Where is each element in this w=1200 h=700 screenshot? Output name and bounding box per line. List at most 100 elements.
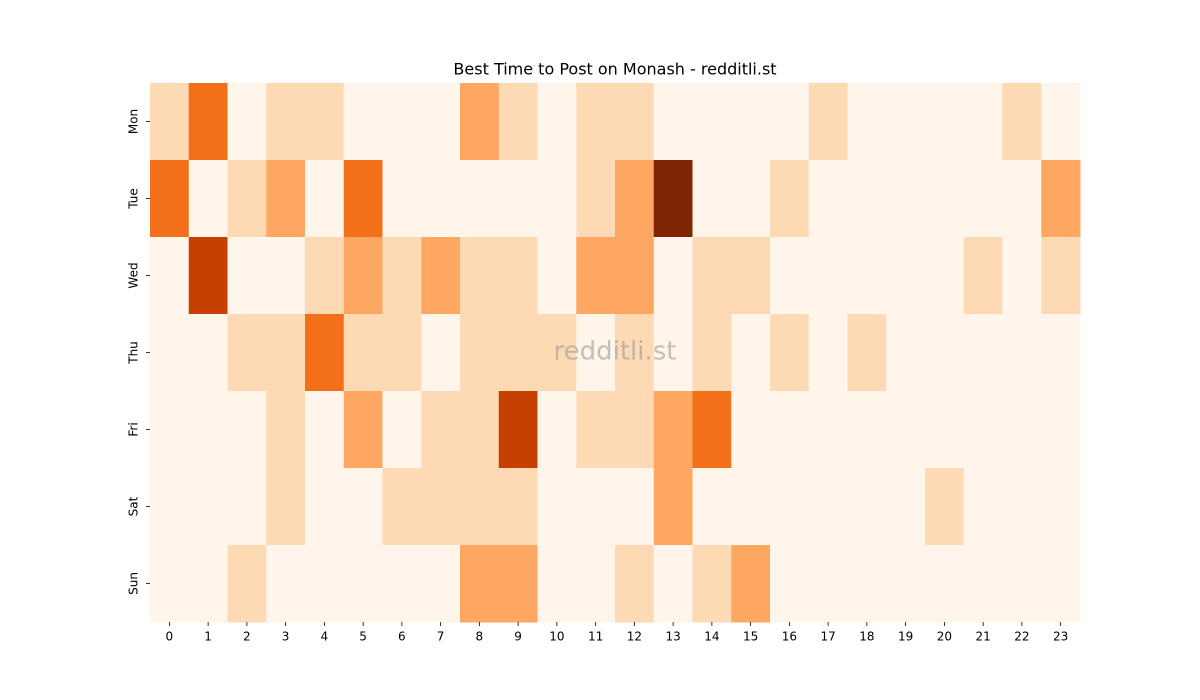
heat-cell (266, 391, 306, 469)
heat-cell (150, 237, 190, 315)
heat-cell (343, 237, 383, 315)
x-tick-label: 0 (166, 630, 174, 644)
heat-cell (421, 83, 461, 161)
heat-cell (382, 468, 422, 546)
heat-cell (421, 160, 461, 238)
x-tick-label: 11 (588, 630, 603, 644)
y-tick-label: Tue (127, 188, 141, 210)
heat-cell (421, 314, 461, 392)
heat-cell (382, 237, 422, 315)
heat-cell (615, 237, 655, 315)
heat-cell (498, 468, 538, 546)
heat-cell (886, 237, 926, 315)
heat-cell (150, 314, 190, 392)
x-tick-label: 6 (398, 630, 406, 644)
heat-cell (692, 391, 732, 469)
x-tick-label: 23 (1053, 630, 1068, 644)
heat-cell (731, 160, 771, 238)
heat-cell (227, 314, 267, 392)
heat-cell (150, 83, 190, 161)
heat-cell (847, 83, 887, 161)
heat-cell (576, 468, 616, 546)
x-tick-label: 3 (282, 630, 290, 644)
heat-cell (460, 83, 500, 161)
heat-cell (886, 391, 926, 469)
heat-cell (963, 160, 1003, 238)
heat-cell (150, 160, 190, 238)
heat-cell (498, 83, 538, 161)
heat-cell (460, 237, 500, 315)
heat-cell (188, 468, 228, 546)
heat-cell (460, 545, 500, 623)
heat-cell (460, 391, 500, 469)
y-tick-label: Wed (127, 262, 141, 288)
heat-cell (188, 391, 228, 469)
x-tick-label: 12 (627, 630, 642, 644)
heat-cell (692, 314, 732, 392)
heat-cell (808, 83, 848, 161)
heat-cell (305, 545, 345, 623)
heat-cell (1041, 391, 1081, 469)
x-tick-label: 22 (1014, 630, 1029, 644)
heat-cell (498, 160, 538, 238)
heat-cell (576, 160, 616, 238)
heat-cell (925, 237, 965, 315)
heat-cell (653, 314, 693, 392)
heat-cell (886, 468, 926, 546)
heat-cell (266, 468, 306, 546)
heat-cell (498, 314, 538, 392)
heat-cell (343, 391, 383, 469)
heat-cell (266, 83, 306, 161)
heat-cell (770, 545, 810, 623)
heat-cell (1002, 545, 1042, 623)
heat-cell (615, 391, 655, 469)
x-tick-label: 17 (820, 630, 835, 644)
heat-cell (421, 468, 461, 546)
x-tick-label: 5 (359, 630, 367, 644)
x-tick-label: 10 (549, 630, 564, 644)
heat-cell (498, 391, 538, 469)
heat-cell (382, 160, 422, 238)
heat-cell (731, 545, 771, 623)
heat-cell (305, 314, 345, 392)
heat-cell (770, 314, 810, 392)
heat-cell (382, 391, 422, 469)
heat-cell (537, 468, 577, 546)
x-tick-label: 15 (743, 630, 758, 644)
heat-cell (847, 314, 887, 392)
heat-cell (886, 83, 926, 161)
heat-cell (537, 545, 577, 623)
heat-cell (1002, 314, 1042, 392)
heat-cell (692, 160, 732, 238)
heat-cell (653, 237, 693, 315)
heat-cell (963, 237, 1003, 315)
heat-cell (925, 160, 965, 238)
heat-cell (731, 314, 771, 392)
heat-cell (266, 314, 306, 392)
heat-cell (576, 237, 616, 315)
heat-cell (615, 545, 655, 623)
heat-cell (576, 314, 616, 392)
heat-cell (1041, 160, 1081, 238)
x-tick-label: 8 (476, 630, 484, 644)
heat-cell (421, 391, 461, 469)
heat-cell (266, 160, 306, 238)
heat-cell (925, 314, 965, 392)
x-tick-label: 19 (898, 630, 913, 644)
heat-cell (343, 83, 383, 161)
heat-cell (731, 83, 771, 161)
heat-cell (963, 314, 1003, 392)
heat-cell (1041, 237, 1081, 315)
y-tick-label: Sat (127, 496, 141, 516)
heat-cell (150, 545, 190, 623)
heat-cell (808, 160, 848, 238)
watermark: redditli.st (554, 337, 677, 367)
heat-cell (615, 160, 655, 238)
heat-cell (1002, 468, 1042, 546)
chart-title: Best Time to Post on Monash - redditli.s… (453, 60, 776, 79)
heat-cell (537, 314, 577, 392)
heat-cell (421, 545, 461, 623)
heat-cell (1002, 391, 1042, 469)
heat-cell (653, 545, 693, 623)
heat-cell (653, 391, 693, 469)
